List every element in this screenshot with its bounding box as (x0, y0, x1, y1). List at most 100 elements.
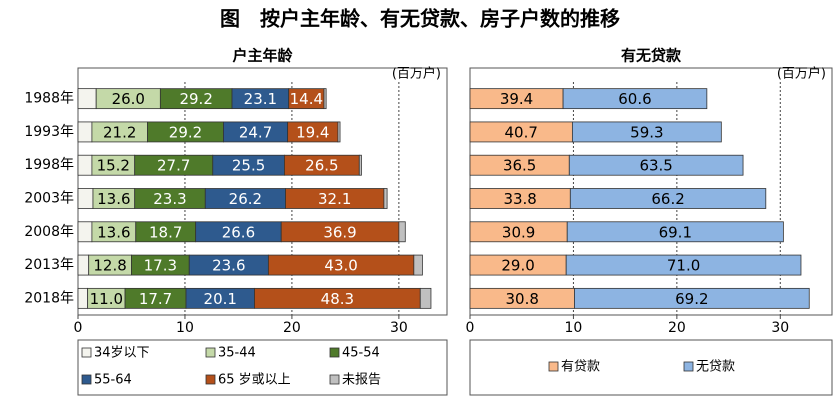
unit-label: (百万户) (392, 66, 441, 82)
bar-label: 11.0 (90, 290, 123, 308)
bar-segment (419, 287, 432, 309)
x-tick-label: 30 (771, 320, 789, 336)
bar-segment (77, 121, 93, 143)
bar-label: 40.7 (504, 123, 537, 141)
legend-label: 未报告 (342, 373, 381, 388)
bar-segment (77, 154, 93, 176)
bar-label: 14.4 (290, 90, 323, 108)
legend-label: 65 岁或以上 (218, 373, 291, 388)
legend-label: 45-54 (342, 346, 380, 361)
y-tick-label: 2003年 (24, 191, 74, 207)
bar-segment (413, 254, 423, 276)
bar-segment (77, 254, 90, 276)
bar-label: 71.0 (667, 257, 700, 275)
bar-label: 69.1 (659, 223, 692, 241)
bar-segment (569, 188, 767, 209)
bar-label: 17.7 (139, 290, 172, 308)
bar-segment (77, 88, 97, 110)
bar-label: 66.2 (651, 190, 684, 208)
legend-label: 有贷款 (561, 360, 600, 375)
bar-label: 36.9 (323, 223, 356, 241)
y-tick-label: 2018年 (24, 290, 74, 306)
legend-swatch (329, 347, 340, 358)
legend-frame (77, 339, 448, 396)
x-tick-label: 10 (176, 320, 194, 336)
x-tick-label: 0 (74, 320, 83, 336)
bar-label: 21.2 (103, 123, 136, 141)
legend-swatch (81, 347, 92, 358)
bar-label: 43.0 (324, 257, 357, 275)
bar-segment (568, 154, 744, 176)
bar-label: 18.7 (149, 223, 182, 241)
bar-segment (562, 88, 708, 110)
y-tick-label: 1988年 (24, 91, 74, 107)
y-tick-label: 2013年 (24, 257, 74, 273)
bar-label: 39.4 (500, 90, 533, 108)
bar-label: 59.3 (630, 123, 663, 141)
legend-swatch (205, 347, 216, 358)
bar-label: 69.2 (675, 290, 708, 308)
bar-segment (358, 154, 362, 176)
bar-segment (323, 88, 327, 110)
bar-segment (337, 121, 341, 143)
bar-label: 63.5 (639, 157, 672, 175)
legend-swatch (329, 374, 340, 385)
bar-segment (565, 254, 802, 276)
panel-subtitle: 户主年龄 (232, 47, 293, 65)
bar-label: 36.5 (503, 157, 536, 175)
legend-label: 55-64 (94, 373, 132, 388)
bar-label: 60.6 (618, 90, 651, 108)
bar-label: 26.0 (112, 90, 145, 108)
bar-segment (383, 188, 388, 209)
bar-label: 30.9 (502, 223, 535, 241)
legend-frame (469, 339, 833, 396)
bar-label: 17.3 (144, 257, 177, 275)
legend-swatch (683, 361, 694, 372)
x-tick-label: 30 (390, 320, 408, 336)
bar-label: 25.5 (232, 157, 265, 175)
x-tick-label: 20 (283, 320, 301, 336)
bar-segment (574, 287, 810, 309)
bar-segment (77, 188, 94, 209)
legend-label: 无贷款 (696, 360, 735, 375)
legend-swatch (205, 374, 216, 385)
panel-subtitle: 有无贷款 (621, 47, 682, 65)
figure-title: 图 按户主年龄、有无贷款、房子户数的推移 (220, 7, 620, 31)
bar-label: 23.6 (212, 257, 245, 275)
y-tick-label: 2008年 (24, 224, 74, 240)
x-tick-label: 20 (668, 320, 686, 336)
bar-segment (398, 221, 406, 243)
bar-label: 48.3 (321, 290, 354, 308)
bar-label: 26.6 (222, 223, 255, 241)
bar-label: 24.7 (239, 123, 272, 141)
bar-label: 29.0 (501, 257, 534, 275)
bar-segment (571, 121, 722, 143)
legend-label: 34岁以下 (94, 346, 150, 361)
bar-label: 26.2 (229, 190, 262, 208)
bar-label: 15.2 (97, 157, 130, 175)
bar-label: 33.8 (503, 190, 536, 208)
bar-label: 23.3 (153, 190, 186, 208)
legend-swatch (81, 374, 92, 385)
bar-label: 13.6 (97, 223, 130, 241)
y-tick-label: 1998年 (24, 157, 74, 173)
bar-segment (77, 221, 93, 243)
y-tick-label: 1993年 (24, 124, 74, 140)
x-tick-label: 0 (466, 320, 475, 336)
bar-segment (77, 287, 89, 309)
bar-label: 20.1 (204, 290, 237, 308)
bar-label: 29.2 (169, 123, 202, 141)
x-tick-label: 10 (565, 320, 583, 336)
bar-label: 32.1 (318, 190, 351, 208)
bar-label: 13.6 (97, 190, 130, 208)
unit-label: (百万户) (777, 66, 826, 82)
bar-label: 29.2 (179, 90, 212, 108)
bar-label: 27.7 (157, 157, 190, 175)
bar-label: 26.5 (305, 157, 338, 175)
legend-label: 35-44 (218, 346, 256, 361)
bar-label: 30.8 (506, 290, 539, 308)
bar-segment (566, 221, 784, 243)
bar-label: 12.8 (93, 257, 126, 275)
bar-label: 19.4 (296, 123, 329, 141)
